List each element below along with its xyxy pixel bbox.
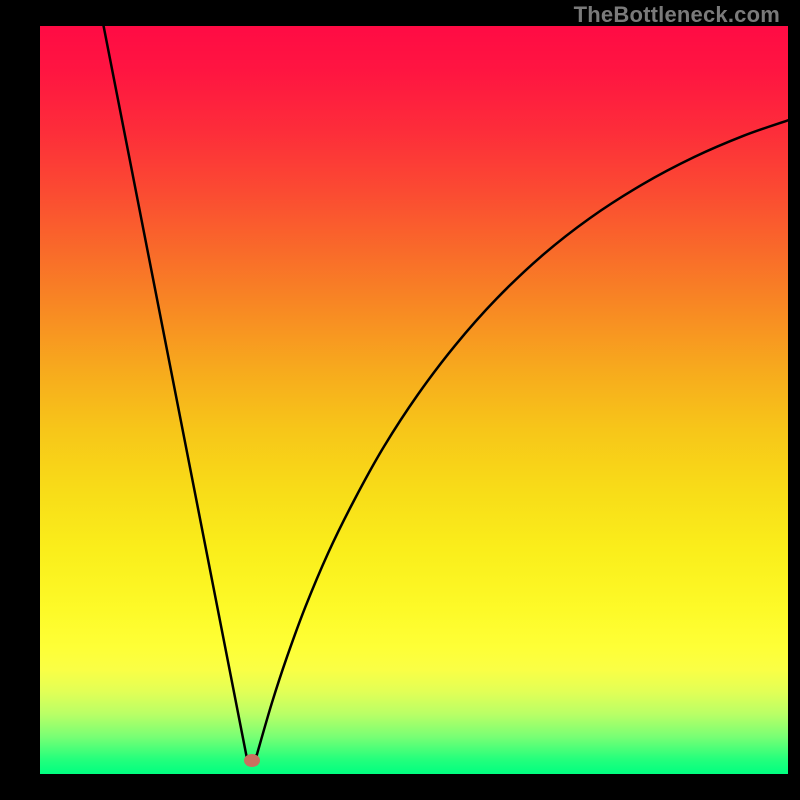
curve-overlay	[40, 26, 788, 774]
chart-container: TheBottleneck.com	[0, 0, 800, 800]
bottleneck-curve	[104, 26, 788, 764]
attribution-text: TheBottleneck.com	[574, 2, 780, 28]
plot-area	[40, 26, 788, 774]
optimum-marker	[244, 754, 260, 767]
